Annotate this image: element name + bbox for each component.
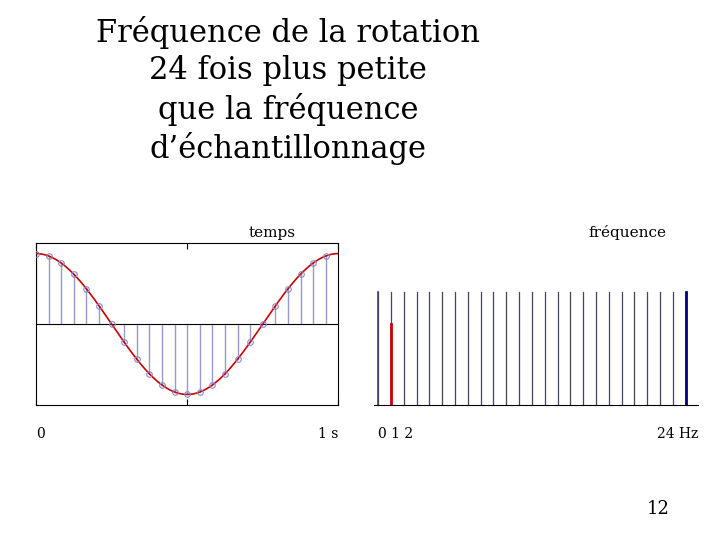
Text: 0 1 2: 0 1 2 xyxy=(378,427,413,441)
Text: Fréquence de la rotation
24 fois plus petite
que la fréquence
d’échantillonnage: Fréquence de la rotation 24 fois plus pe… xyxy=(96,16,480,165)
Text: fréquence: fréquence xyxy=(588,225,666,240)
Text: 0: 0 xyxy=(36,427,45,441)
Text: 1 s: 1 s xyxy=(318,427,338,441)
Text: 24 Hz: 24 Hz xyxy=(657,427,698,441)
Text: temps: temps xyxy=(248,226,295,240)
Text: 12: 12 xyxy=(647,501,670,518)
